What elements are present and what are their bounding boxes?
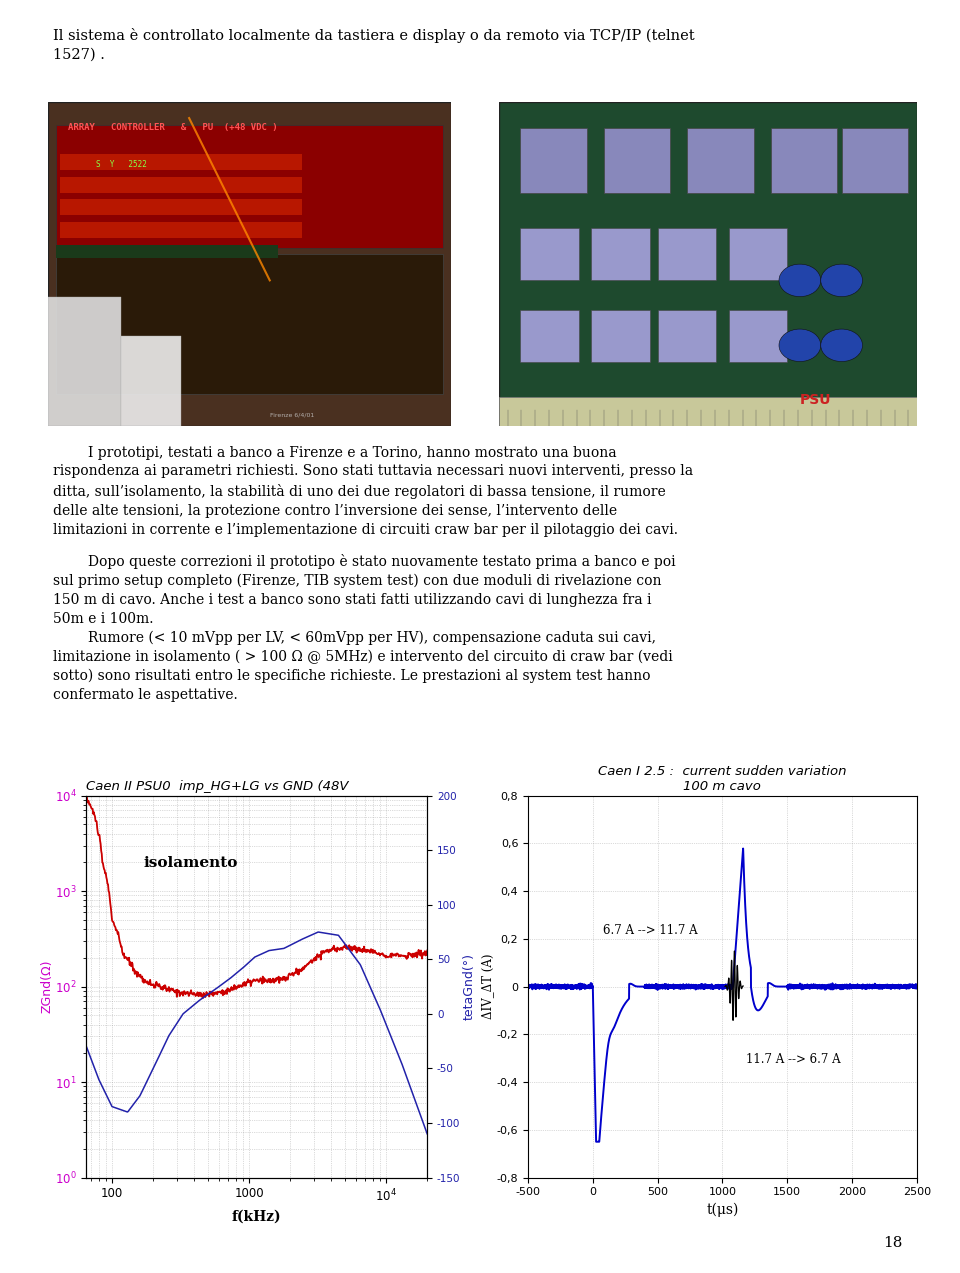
Bar (591, 309, 650, 362)
Text: ARRAY   CONTROLLER   &   PU  (+48 VDC ): ARRAY CONTROLLER & PU (+48 VDC ) (68, 123, 277, 132)
Circle shape (779, 328, 821, 362)
Bar (658, 228, 716, 280)
Bar (499, 397, 917, 426)
Bar (121, 336, 181, 426)
Text: Dopo queste correzioni il prototipo è stato nuovamente testato prima a banco e p: Dopo queste correzioni il prototipo è st… (53, 554, 676, 626)
Text: Caen II PSU0  imp_HG+LG vs GND (48V: Caen II PSU0 imp_HG+LG vs GND (48V (86, 780, 348, 793)
Bar (658, 309, 716, 362)
Y-axis label: ZGnd(Ω): ZGnd(Ω) (40, 960, 54, 1013)
Text: Firenze 6/4/01: Firenze 6/4/01 (270, 412, 314, 418)
X-axis label: t(μs): t(μs) (707, 1203, 738, 1217)
Bar (48, 297, 121, 426)
Bar (842, 127, 908, 192)
Bar (771, 127, 837, 192)
Title: Caen I 2.5 :  current sudden variation
100 m cavo: Caen I 2.5 : current sudden variation 10… (598, 765, 847, 793)
X-axis label: f(kHz): f(kHz) (232, 1209, 281, 1223)
Bar (520, 127, 587, 192)
Bar (729, 228, 787, 280)
Circle shape (821, 265, 862, 297)
Y-axis label: ΔIV_ΔT (A): ΔIV_ΔT (A) (481, 953, 493, 1020)
Text: 11.7 A --> 6.7 A: 11.7 A --> 6.7 A (746, 1053, 840, 1066)
Text: Il sistema è controllato localmente da tastiera e display o da remoto via TCP/IP: Il sistema è controllato localmente da t… (53, 28, 694, 61)
Bar (60, 177, 302, 192)
Bar (56, 255, 444, 393)
Text: isolamento: isolamento (144, 855, 238, 869)
Text: 18: 18 (883, 1236, 902, 1250)
Bar (520, 228, 579, 280)
Text: S  Y   2522: S Y 2522 (96, 160, 147, 169)
Bar (60, 154, 302, 171)
Bar (60, 222, 302, 238)
Bar (56, 125, 444, 248)
Text: PSU: PSU (800, 393, 831, 407)
Text: I prototipi, testati a banco a Firenze e a Torino, hanno mostrato una buona
risp: I prototipi, testati a banco a Firenze e… (53, 446, 693, 537)
Circle shape (821, 328, 862, 362)
Bar (60, 199, 302, 215)
Bar (687, 127, 754, 192)
Text: Rumore (< 10 mVpp per LV, < 60mVpp per HV), compensazione caduta sui cavi,
limit: Rumore (< 10 mVpp per LV, < 60mVpp per H… (53, 630, 673, 703)
Y-axis label: tetaGnd(°): tetaGnd(°) (463, 953, 476, 1020)
Bar (729, 309, 787, 362)
Circle shape (779, 265, 821, 297)
Bar (56, 244, 277, 257)
Text: 6.7 A --> 11.7 A: 6.7 A --> 11.7 A (603, 924, 698, 937)
Bar (591, 228, 650, 280)
Bar (520, 309, 579, 362)
Bar (604, 127, 670, 192)
